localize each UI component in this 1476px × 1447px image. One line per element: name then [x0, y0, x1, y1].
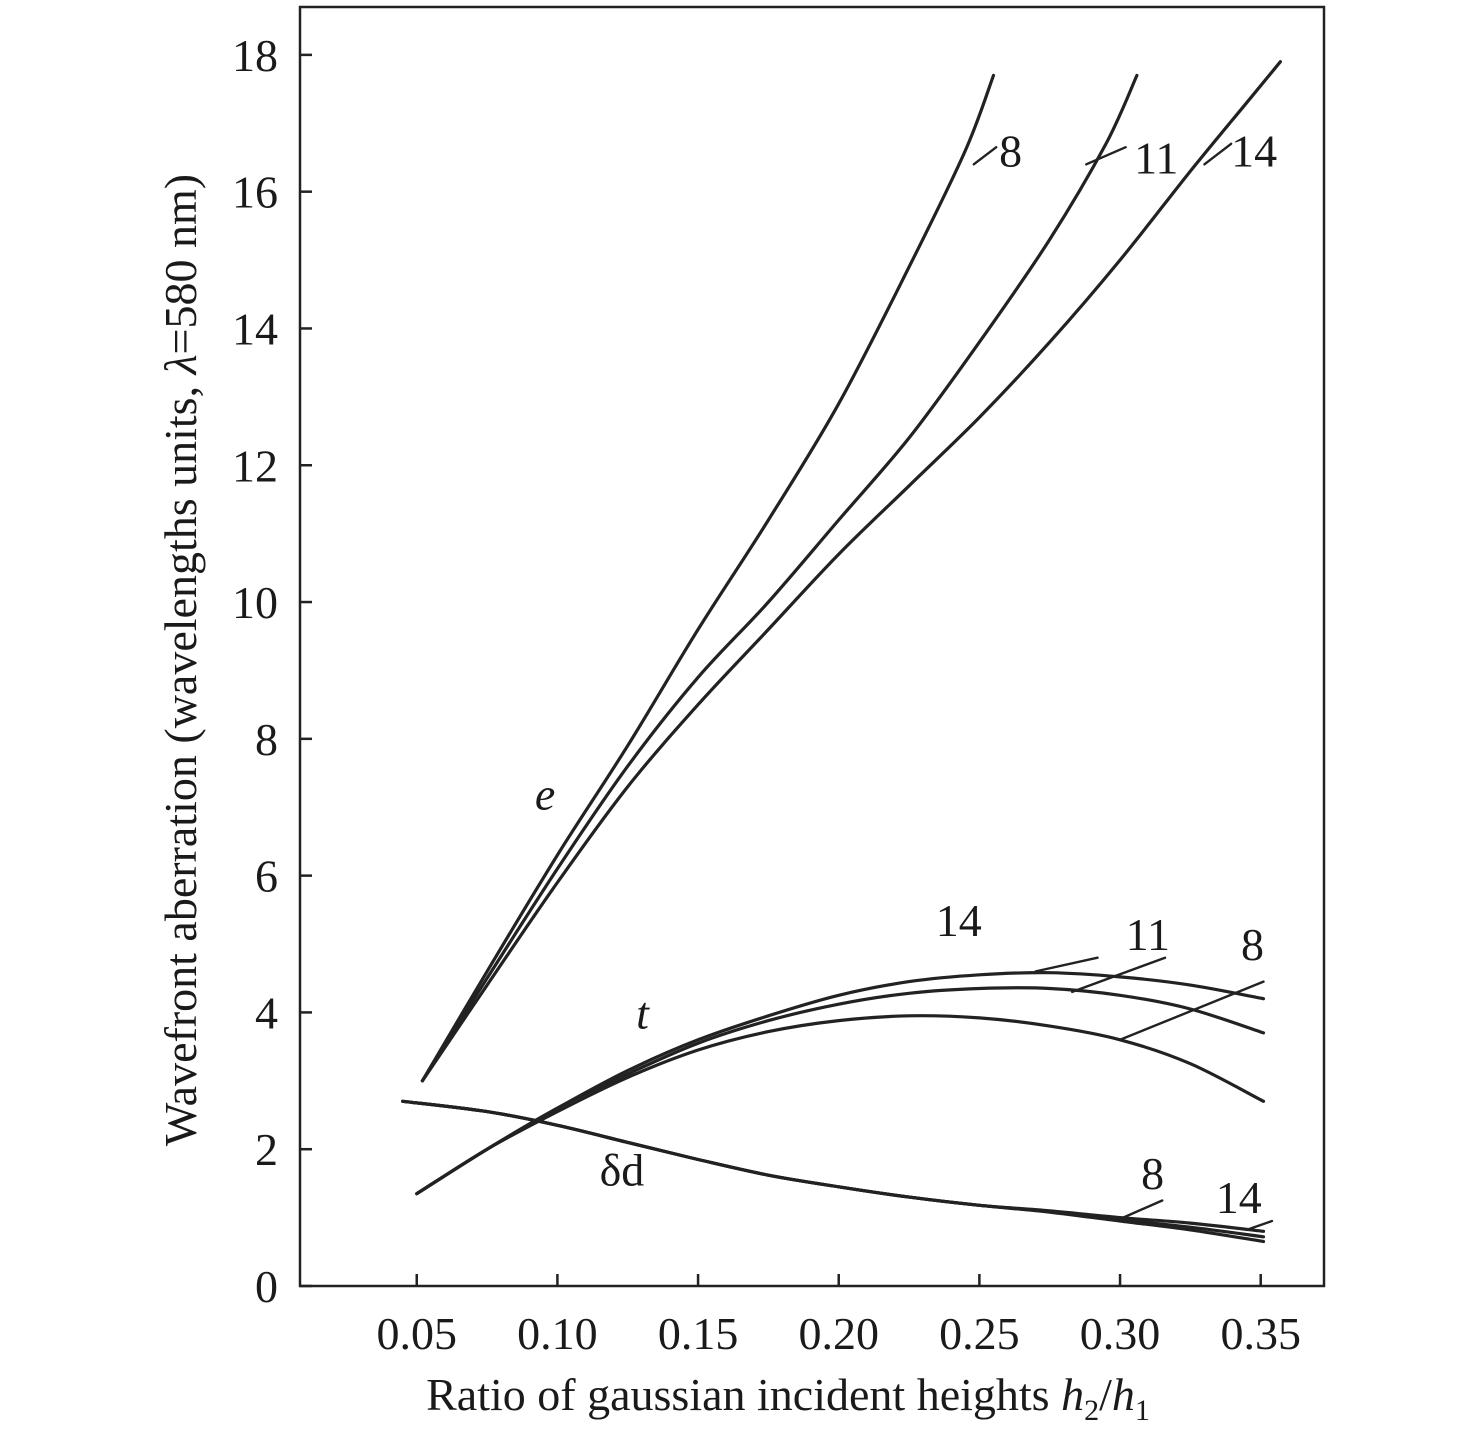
series-line-t-14 — [415, 971, 1266, 1196]
x-axis-title: Ratio of gaussian incident heights h2/h1 — [426, 1369, 1150, 1427]
series-leader-line — [1071, 956, 1167, 994]
series-line-delta-d — [401, 1099, 1266, 1239]
x-tick-label: 0.15 — [658, 1308, 739, 1359]
y-tick-label: 14 — [232, 303, 278, 354]
series-line-t-8 — [415, 1014, 1266, 1196]
labels: 8 11 14 8 11 14 8 14 e t δd — [535, 126, 1277, 1223]
series-line-t-11 — [415, 986, 1266, 1196]
series-line-e-8 — [420, 73, 996, 1083]
series-label: 14 — [1231, 126, 1277, 177]
y-axis-title-before: Wavefront aberration (wavelengths units, — [155, 374, 206, 1146]
x-axis-slash: / — [1099, 1369, 1112, 1420]
x-tick-label: 0.25 — [939, 1308, 1020, 1359]
y-tick-label: 16 — [232, 167, 278, 218]
ticks: 0 2 4 6 8 10 12 14 16 18 0.05 0.10 0.15 0.20 0.25 0.30 0… — [232, 30, 1301, 1359]
series-leader-line — [1085, 146, 1127, 166]
x-axis-var1: h — [1061, 1369, 1084, 1420]
y-tick-label: 0 — [255, 1261, 278, 1312]
x-tick-label: 0.10 — [517, 1308, 598, 1359]
x-tick-label: 0.20 — [798, 1308, 879, 1359]
series-leader-line — [1034, 956, 1099, 973]
y-axis-lambda: λ — [155, 354, 206, 376]
x-axis-title-text: Ratio of gaussian incident heights — [426, 1369, 1061, 1420]
y-axis-title: Wavefront aberration (wavelengths units,… — [155, 174, 206, 1146]
series-label: 11 — [1134, 132, 1178, 183]
x-axis-var2: h — [1112, 1369, 1135, 1420]
y-tick-label: 10 — [232, 577, 278, 628]
series-leader-line — [1245, 1219, 1274, 1232]
curves — [401, 60, 1282, 1244]
series-line-e-11 — [420, 73, 1139, 1083]
x-tick-label: 0.30 — [1080, 1308, 1161, 1359]
series-line-e-14 — [420, 60, 1282, 1083]
series-label: 11 — [1126, 909, 1170, 960]
y-tick-label: 12 — [232, 440, 278, 491]
x-tick-label: 0.35 — [1220, 1308, 1301, 1359]
x-tick-label: 0.05 — [376, 1308, 457, 1359]
series-leader-line — [1203, 142, 1233, 166]
series-label: 8 — [1141, 1148, 1164, 1199]
y-tick-label: 18 — [232, 30, 278, 81]
y-tick-label: 4 — [255, 987, 278, 1038]
y-tick-label: 2 — [255, 1124, 278, 1175]
series-label: 8 — [1241, 919, 1264, 970]
y-axis-title-after: =580 nm) — [155, 174, 206, 355]
series-label: 14 — [1216, 1172, 1262, 1223]
plot-frame — [298, 5, 1326, 1288]
group-label-delta-d: δd — [600, 1145, 645, 1196]
group-label-t: t — [636, 987, 650, 1038]
group-label-e: e — [535, 769, 555, 820]
series-leader-line — [972, 146, 998, 166]
x-axis-sub1: 2 — [1084, 1394, 1099, 1427]
series-label: 8 — [999, 126, 1022, 177]
series-label: 14 — [936, 895, 982, 946]
x-axis-sub2: 1 — [1135, 1394, 1150, 1427]
y-tick-label: 6 — [255, 851, 278, 902]
series-leader-line — [1118, 1199, 1164, 1221]
y-tick-label: 8 — [255, 714, 278, 765]
